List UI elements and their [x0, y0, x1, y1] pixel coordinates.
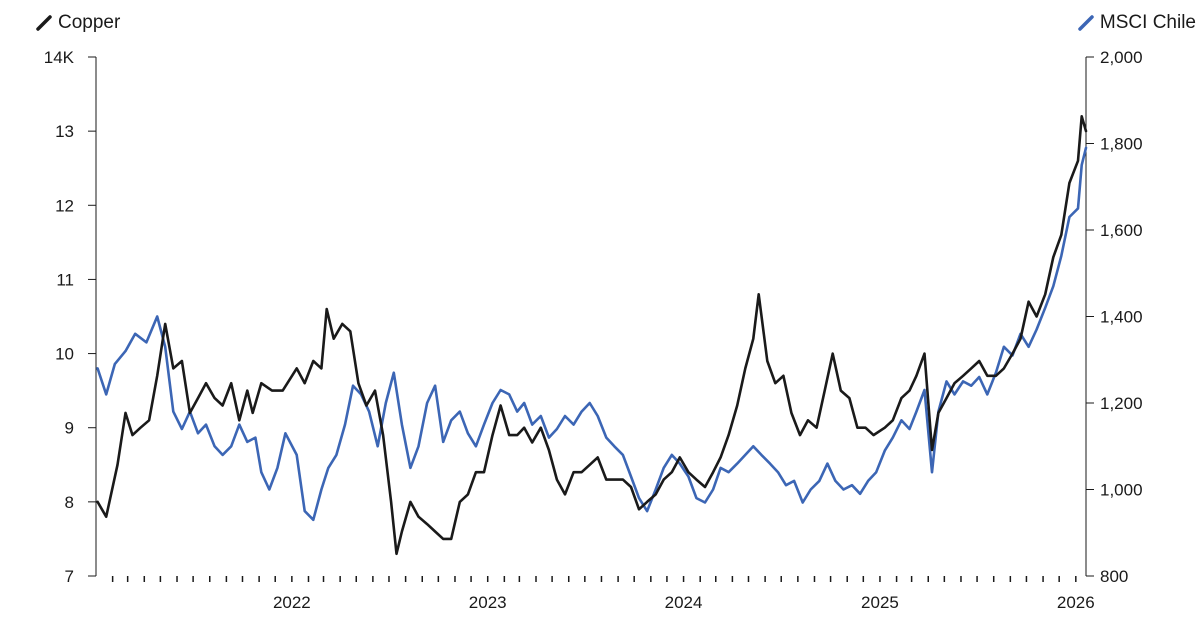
x-tick-label: 2022 [273, 593, 311, 612]
x-tick-label: 2026 [1057, 593, 1095, 612]
copper-series-line [96, 115, 1088, 556]
legend-copper: Copper [36, 12, 120, 34]
msci-chile-series-line [96, 146, 1088, 522]
left-tick-label: 11 [56, 270, 74, 289]
legend-msci-label: MSCI Chile [1099, 12, 1196, 33]
left-tick-label: 10 [55, 345, 74, 364]
msci-legend-swatch-icon [1078, 15, 1094, 31]
x-tick-label: 2023 [469, 593, 507, 612]
left-tick-label: 9 [65, 419, 74, 438]
right-tick-label: 1,600 [1100, 221, 1143, 240]
series-lines [96, 115, 1088, 556]
axes: 7 8 9 10 11 12 13 14K 800 1,000 1,200 1,400 1,600 1,8… [44, 48, 1143, 612]
right-tick-label: 1,000 [1100, 481, 1143, 500]
x-tick-label: 2024 [665, 593, 703, 612]
left-tick-label: 8 [65, 493, 74, 512]
left-tick-label: 14K [44, 48, 75, 67]
right-tick-label: 1,200 [1100, 394, 1143, 413]
copper-legend-swatch-icon [36, 15, 52, 31]
right-tick-label: 2,000 [1100, 48, 1143, 67]
legend-msci-chile: MSCI Chile [1078, 12, 1196, 34]
right-tick-label: 1,800 [1100, 135, 1143, 154]
left-tick-label: 7 [65, 567, 74, 586]
left-tick-label: 12 [55, 196, 74, 215]
left-tick-label: 13 [55, 122, 74, 141]
legend-copper-label: Copper [58, 12, 121, 33]
right-tick-label: 1,400 [1100, 308, 1143, 327]
x-tick-label: 2025 [861, 593, 899, 612]
right-tick-label: 800 [1100, 567, 1128, 586]
